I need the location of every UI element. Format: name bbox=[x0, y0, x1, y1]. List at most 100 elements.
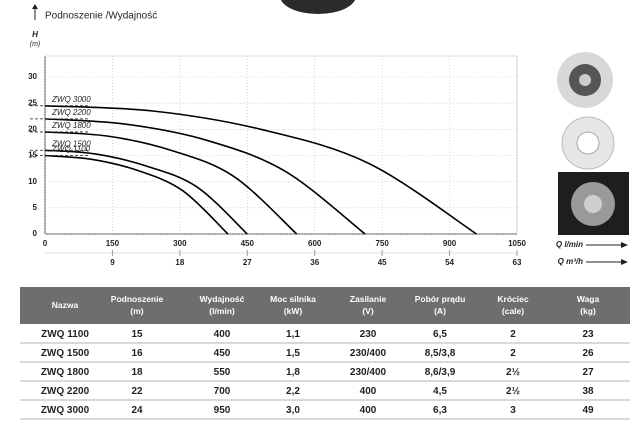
y-tick-label: 5 bbox=[33, 203, 38, 212]
y-tick-label: 30 bbox=[28, 72, 37, 81]
header-cell: Podnoszenie bbox=[111, 294, 164, 304]
header-cell: (l/min) bbox=[209, 306, 235, 316]
x-tick-label: 450 bbox=[241, 239, 255, 248]
curve bbox=[44, 104, 477, 235]
pump-image bbox=[280, 0, 356, 14]
table-cell: 2 bbox=[510, 348, 516, 359]
table-cell: 26 bbox=[582, 348, 594, 359]
table-header bbox=[20, 287, 630, 324]
table-cell: 950 bbox=[214, 405, 231, 416]
flange-hole bbox=[576, 131, 600, 155]
table-cell: 230 bbox=[360, 329, 377, 340]
x-tick-label: 150 bbox=[106, 239, 120, 248]
table-cell: 1,8 bbox=[286, 367, 300, 378]
x-tick-label: 900 bbox=[443, 239, 457, 248]
header-cell: (m) bbox=[130, 306, 143, 316]
table-cell: 230/400 bbox=[350, 348, 387, 359]
table-cell: 6,3 bbox=[433, 405, 447, 416]
table-cell: 6,5 bbox=[433, 329, 447, 340]
table-cell: 8,6/3,9 bbox=[425, 367, 456, 378]
table-cell: 18 bbox=[131, 367, 143, 378]
table-cell: ZWQ 1500 bbox=[41, 348, 90, 359]
x2-tick-label: 36 bbox=[310, 258, 319, 267]
table-cell: 15 bbox=[131, 329, 143, 340]
table-cell: 16 bbox=[131, 348, 143, 359]
title-arrowhead bbox=[32, 4, 38, 9]
y-tick-label: 0 bbox=[33, 229, 38, 238]
y-axis-unit: (m) bbox=[30, 41, 41, 48]
header-cell: (kg) bbox=[580, 306, 596, 316]
x2-tick-label: 54 bbox=[445, 258, 454, 267]
x2-axis-label: Q m³/h bbox=[558, 257, 583, 266]
series-label: ZWQ 3000 bbox=[51, 95, 91, 104]
header-cell: Waga bbox=[577, 294, 600, 304]
table-cell: 24 bbox=[131, 405, 143, 416]
series-label: ZWQ 1800 bbox=[51, 121, 91, 130]
x2-arrowhead bbox=[621, 259, 628, 265]
table-cell: 2,2 bbox=[286, 386, 300, 397]
header-cell: Pobór prądu bbox=[415, 294, 466, 304]
header-cell: (kW) bbox=[284, 306, 303, 316]
table-cell: 1,1 bbox=[286, 329, 300, 340]
x2-tick-label: 63 bbox=[513, 258, 522, 267]
table-cell: 3 bbox=[510, 405, 516, 416]
series-label: ZWQ 2200 bbox=[51, 108, 91, 117]
series-label: ZWQ 1500 bbox=[51, 139, 91, 148]
table-cell: 230/400 bbox=[350, 367, 387, 378]
y-axis-label: H bbox=[32, 30, 38, 39]
table-cell: 400 bbox=[214, 329, 231, 340]
x-tick-label: 750 bbox=[375, 239, 389, 248]
impeller-hub bbox=[579, 74, 591, 86]
table-cell: 38 bbox=[582, 386, 594, 397]
header-cell: (A) bbox=[434, 306, 446, 316]
header-cell: (cale) bbox=[502, 306, 524, 316]
series-label: ZWQ 1100 bbox=[51, 145, 91, 154]
header-cell: Wydajność bbox=[200, 294, 245, 304]
table-cell: 3,0 bbox=[286, 405, 300, 416]
table-cell: ZWQ 1800 bbox=[41, 367, 90, 378]
y-tick-label: 20 bbox=[28, 124, 37, 133]
x2-tick-label: 45 bbox=[378, 258, 387, 267]
table-cell: 1,5 bbox=[286, 348, 300, 359]
header-cell: Nazwa bbox=[52, 300, 79, 310]
base-hub bbox=[584, 195, 602, 213]
chart-title: Podnoszenie /Wydajność bbox=[45, 11, 157, 22]
curve bbox=[44, 118, 366, 235]
x2-tick-label: 9 bbox=[110, 258, 115, 267]
table-cell: 27 bbox=[582, 367, 594, 378]
x-arrowhead bbox=[621, 242, 628, 248]
table-cell: 23 bbox=[582, 329, 594, 340]
x-tick-label: 1050 bbox=[508, 239, 526, 248]
table-cell: 450 bbox=[214, 348, 231, 359]
x-tick-label: 0 bbox=[43, 239, 48, 248]
table-cell: 550 bbox=[214, 367, 231, 378]
table-cell: 400 bbox=[360, 405, 377, 416]
curve bbox=[44, 131, 298, 235]
curve bbox=[44, 149, 248, 235]
y-tick-label: 25 bbox=[28, 98, 37, 107]
x2-tick-label: 18 bbox=[175, 258, 184, 267]
table-cell: 700 bbox=[214, 386, 231, 397]
x-tick-label: 600 bbox=[308, 239, 322, 248]
y-tick-label: 10 bbox=[28, 177, 37, 186]
header-cell: Zasilanie bbox=[350, 294, 387, 304]
table-cell: 8,5/3,8 bbox=[425, 348, 456, 359]
header-cell: (V) bbox=[362, 306, 374, 316]
header-cell: Moc silnika bbox=[270, 294, 316, 304]
x2-tick-label: 27 bbox=[243, 258, 252, 267]
table-cell: 2½ bbox=[506, 386, 520, 397]
header-cell: Króciec bbox=[497, 294, 528, 304]
table-cell: 2 bbox=[510, 329, 516, 340]
part-images bbox=[557, 52, 629, 235]
x-axis-label: Q l/min bbox=[556, 240, 583, 249]
table-cell: ZWQ 3000 bbox=[41, 405, 90, 416]
table-cell: 400 bbox=[360, 386, 377, 397]
table-cell: 49 bbox=[582, 405, 594, 416]
table-cell: 2½ bbox=[506, 367, 520, 378]
table-cell: ZWQ 1100 bbox=[41, 329, 89, 340]
table-cell: ZWQ 2200 bbox=[41, 386, 90, 397]
table-cell: 4,5 bbox=[433, 386, 447, 397]
table-cell: 22 bbox=[131, 386, 143, 397]
x-tick-label: 300 bbox=[173, 239, 187, 248]
